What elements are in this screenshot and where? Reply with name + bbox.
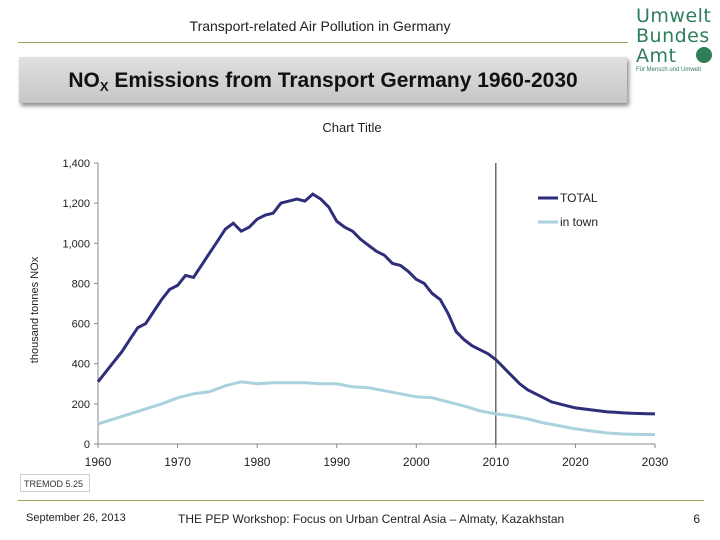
y-tick-label: 1,200 [62,198,90,210]
x-tick-label: 2020 [562,455,589,469]
y-axis-label: thousand tonnes NOx [29,256,41,363]
source-badge: TREMOD 5.25 [20,474,90,492]
slide-title-banner: NOX Emissions from Transport Germany 196… [19,57,627,103]
x-tick-label: 2010 [483,455,510,469]
x-axis: 1960 1970 1980 1990 2000 2010 2020 2030 [85,443,669,469]
x-tick-label: 1960 [85,455,112,469]
y-tick-label: 400 [72,359,90,371]
slide-header-title: Transport-related Air Pollution in Germa… [189,18,451,34]
footer-event: THE PEP Workshop: Focus on Urban Central… [178,512,565,526]
legend-label-in-town: in town [560,215,598,229]
series-line-in-town [97,380,656,437]
slide-title: NOX Emissions from Transport Germany 196… [19,69,627,94]
x-tick-label: 1980 [244,455,271,469]
x-tick-label: 1970 [164,455,191,469]
y-tick-label: 0 [84,439,90,451]
y-tick-label: 600 [72,319,90,331]
x-tick-label: 2030 [642,455,669,469]
uba-logo: Umwelt Bundes Amt Für Mensch und Umwelt [636,6,716,73]
footer-divider [18,500,704,501]
footer-date: September 26, 2013 [26,512,126,524]
chart-title: Chart Title [322,120,381,135]
logo-emblem-icon [696,47,712,63]
y-tick-label: 800 [72,278,90,290]
logo-tagline: Für Mensch und Umwelt [636,67,702,73]
header-divider [18,42,628,43]
x-tick-label: 2000 [403,455,430,469]
y-tick-label: 1,000 [62,238,90,250]
logo-line-2: Bundes [636,25,710,47]
legend-label-total: TOTAL [560,191,598,205]
logo-line-3: Amt [636,45,677,67]
y-axis: 0 200 400 600 800 1,000 1,200 1,400 [62,158,99,451]
y-tick-label: 1,400 [62,158,90,170]
series-line-total [96,192,656,416]
x-tick-label: 1990 [323,455,350,469]
page-number: 6 [693,512,700,526]
title-prefix: NO [68,69,100,92]
legend: TOTAL in town [538,191,598,229]
nox-emissions-chart: Chart Title thousand tonnes NOx 0 200 400 6… [29,120,669,469]
title-suffix: Emissions from Transport Germany 1960-20… [108,69,578,92]
title-subscript: X [99,79,109,94]
logo-line-1: Umwelt [636,5,712,27]
y-tick-label: 200 [72,399,90,411]
